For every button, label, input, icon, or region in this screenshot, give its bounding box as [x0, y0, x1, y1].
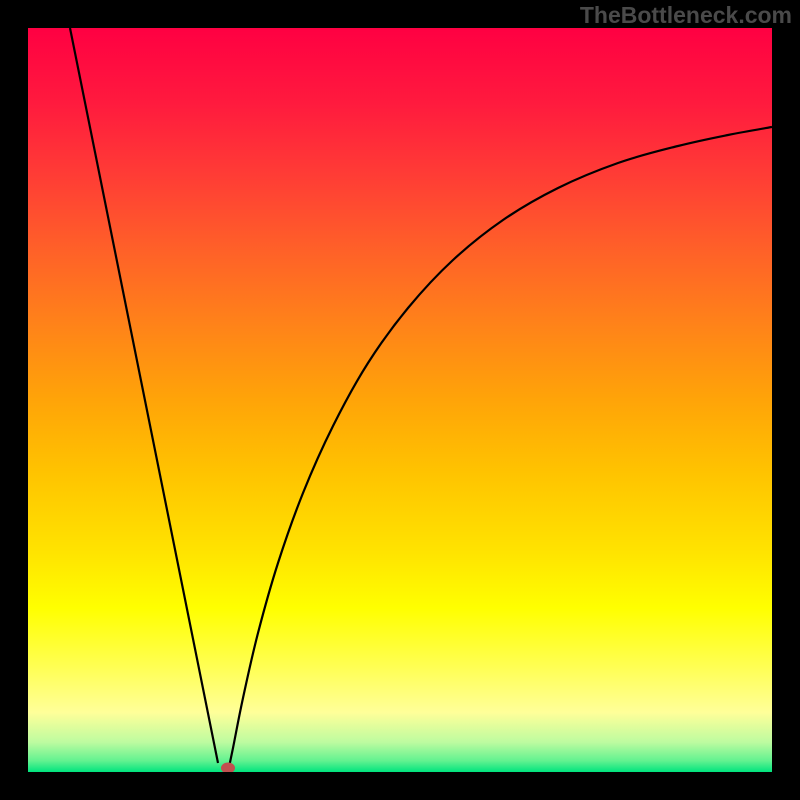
chart-container: TheBottleneck.com	[0, 0, 800, 800]
curve-right-ascent	[228, 127, 772, 772]
curve-left-descent	[70, 28, 218, 763]
minimum-marker	[221, 763, 235, 773]
watermark-text: TheBottleneck.com	[580, 2, 792, 29]
curve-layer	[28, 28, 772, 772]
plot-area	[28, 28, 772, 772]
